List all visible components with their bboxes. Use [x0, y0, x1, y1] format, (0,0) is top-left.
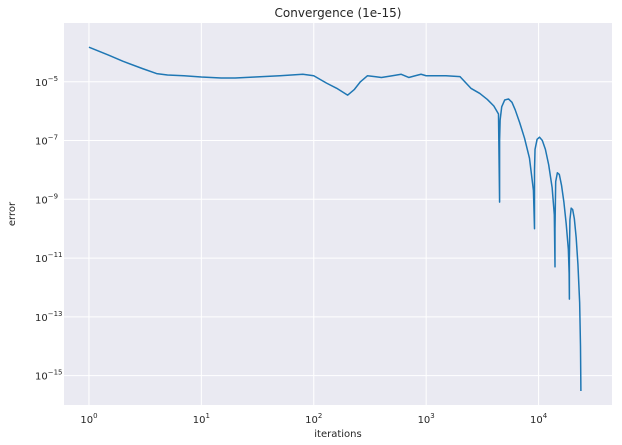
plot-area — [64, 23, 612, 405]
chart-title: Convergence (1e-15) — [275, 6, 402, 20]
x-axis-label: iterations — [314, 429, 361, 440]
x-tick-label: 103 — [418, 412, 435, 426]
x-axis-ticks: 100 101 102 103 104 — [80, 412, 547, 426]
y-axis-label: error — [7, 201, 18, 226]
x-tick-label: 104 — [530, 412, 548, 426]
x-tick-label: 102 — [305, 412, 322, 426]
x-tick-label: 101 — [193, 412, 210, 426]
x-tick-label: 100 — [80, 412, 97, 426]
grid — [64, 23, 612, 405]
series-line — [88, 46, 582, 391]
y-tick-label: 10−11 — [35, 251, 63, 265]
series-layer — [88, 46, 582, 391]
y-tick-label: 10−13 — [35, 310, 63, 324]
y-tick-label: 10−15 — [35, 369, 63, 383]
y-tick-label: 10−9 — [35, 192, 58, 206]
y-tick-label: 10−7 — [35, 134, 58, 148]
y-axis-ticks: 10−5 10−7 10−9 10−11 10−13 10−15 — [35, 75, 63, 383]
y-tick-label: 10−5 — [35, 75, 58, 89]
